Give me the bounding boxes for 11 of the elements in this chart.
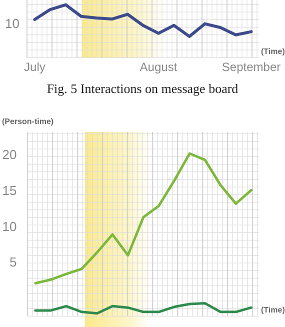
y-tick-label: 15 (2, 183, 17, 198)
x-tick-label: August (140, 60, 178, 74)
y-axis-title: (Person-time) (2, 117, 54, 126)
x-axis-title: (Time) (261, 46, 285, 56)
x-tick-label: July (24, 60, 46, 74)
caption: Fig. 5 Interactions on message board (46, 80, 240, 98)
y-tick-label: 5 (9, 254, 17, 270)
x-axis-title: (Time) (261, 305, 285, 314)
x-tick-label: September (222, 60, 281, 74)
y-tick-label: 20 (2, 147, 17, 162)
y-tick-label: 10 (2, 218, 17, 234)
